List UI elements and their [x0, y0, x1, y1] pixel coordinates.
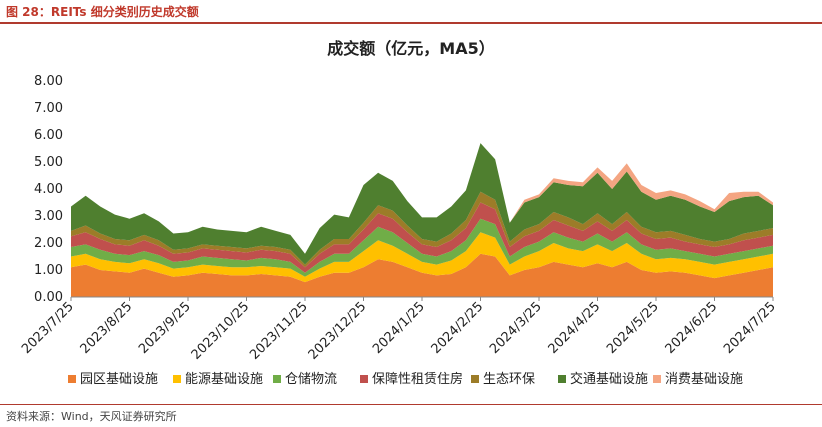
- legend-swatch: [360, 375, 368, 383]
- y-tick-label: 7.00: [34, 101, 63, 116]
- x-tick-label: 2023/9/25: [136, 299, 194, 357]
- area-series-3: [71, 218, 773, 277]
- legend-label: 园区基础设施: [80, 372, 158, 387]
- x-tick-label: 2024/4/25: [546, 299, 604, 357]
- area-series-1: [71, 253, 773, 297]
- legend-label: 生态环保: [483, 372, 535, 387]
- legend-swatch: [653, 375, 661, 383]
- legend: 园区基础设施 能源基础设施 仓储物流 保障性租赁住房 生态环保 交通基础设施 消费基础设施: [68, 371, 743, 387]
- area-series-4: [71, 202, 773, 273]
- x-tick-label: 2023/11/25: [247, 299, 311, 363]
- legend-label: 能源基础设施: [185, 372, 263, 387]
- y-tick-label: 4.00: [34, 182, 63, 197]
- x-tick-label: 2024/7/25: [721, 299, 779, 357]
- chart-title: 成交额（亿元，MA5）: [327, 39, 494, 58]
- footer-rule: [0, 404, 822, 405]
- y-tick-label: 2.00: [34, 236, 63, 251]
- x-tick-label: 2024/3/25: [487, 299, 545, 357]
- legend-swatch: [558, 375, 566, 383]
- x-tick-label: 2024/6/25: [663, 299, 721, 357]
- x-tick-label: 2023/12/25: [306, 299, 370, 363]
- area-series-7: [71, 143, 773, 254]
- figure-label: 图 28：REITs 细分类别历史成交额: [6, 5, 199, 19]
- legend-label: 仓储物流: [285, 372, 337, 387]
- y-tick-label: 5.00: [34, 155, 63, 170]
- x-tick-label: 2023/8/25: [78, 299, 136, 357]
- legend-swatch: [273, 375, 281, 383]
- legend-label: 保障性租赁住房: [372, 371, 463, 387]
- source-note: 资料来源：Wind，天风证券研究所: [6, 410, 177, 423]
- legend-swatch: [471, 375, 479, 383]
- legend-swatch: [173, 375, 181, 383]
- area-series-6: [71, 143, 773, 265]
- legend-swatch: [68, 375, 76, 383]
- x-tick-label: 2024/1/25: [370, 299, 428, 357]
- y-tick-label: 1.00: [34, 263, 63, 278]
- x-tick-label: 2023/7/25: [19, 299, 77, 357]
- stacked-area-chart: 成交额（亿元，MA5） 0.00 1.00 2.00 3.00 4.00 5.00 6.00…: [19, 39, 779, 387]
- area-series-2: [71, 232, 773, 283]
- legend-label: 交通基础设施: [570, 371, 648, 387]
- y-tick-label: 6.00: [34, 128, 63, 143]
- header-rule: [0, 22, 822, 24]
- x-tick-label: 2023/10/25: [189, 299, 253, 363]
- area-layers: [71, 143, 773, 297]
- y-tick-label: 0.00: [34, 290, 63, 305]
- y-tick-label: 8.00: [34, 74, 63, 89]
- x-tick-label: 2024/5/25: [604, 299, 662, 357]
- x-tick-label: 2024/2/25: [429, 299, 487, 357]
- y-tick-label: 3.00: [34, 209, 63, 224]
- legend-label: 消费基础设施: [665, 372, 743, 387]
